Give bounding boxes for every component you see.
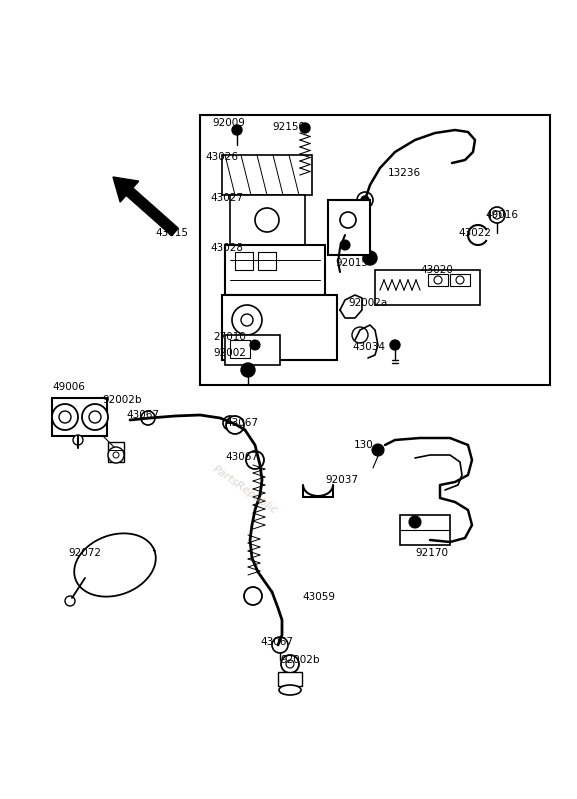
Bar — [230, 340, 250, 358]
Text: 92002: 92002 — [213, 348, 246, 358]
Circle shape — [286, 660, 294, 668]
Circle shape — [250, 340, 260, 350]
Text: 92002a: 92002a — [348, 298, 387, 308]
Circle shape — [241, 363, 255, 377]
Text: 92002b: 92002b — [102, 395, 141, 405]
Text: 49016: 49016 — [485, 210, 518, 220]
Circle shape — [340, 212, 356, 228]
Circle shape — [281, 655, 299, 673]
Text: 43027: 43027 — [210, 193, 243, 203]
Circle shape — [434, 276, 442, 284]
Text: 92072: 92072 — [68, 548, 101, 558]
Circle shape — [255, 208, 279, 232]
Circle shape — [246, 451, 264, 469]
Text: 43020: 43020 — [420, 265, 453, 275]
Circle shape — [232, 125, 242, 135]
Text: 92170: 92170 — [415, 548, 448, 558]
Ellipse shape — [279, 685, 301, 695]
Circle shape — [361, 196, 369, 204]
Circle shape — [141, 411, 155, 425]
Circle shape — [493, 211, 501, 219]
Bar — [225, 245, 325, 295]
Text: 43028: 43028 — [210, 243, 243, 253]
Bar — [235, 252, 253, 270]
Circle shape — [244, 587, 262, 605]
Text: 92002b: 92002b — [280, 655, 320, 665]
Text: 130: 130 — [354, 440, 374, 450]
Text: 49006: 49006 — [52, 382, 85, 392]
Bar — [52, 398, 107, 436]
Bar — [400, 515, 450, 545]
Text: 43067: 43067 — [126, 410, 159, 420]
Circle shape — [272, 637, 288, 653]
Bar — [200, 115, 550, 385]
Circle shape — [226, 416, 244, 434]
Text: 43022: 43022 — [458, 228, 491, 238]
Circle shape — [223, 416, 237, 430]
Bar — [230, 195, 305, 245]
Circle shape — [232, 305, 262, 335]
Bar — [225, 335, 280, 365]
Circle shape — [372, 444, 384, 456]
Bar — [278, 672, 302, 686]
Bar — [108, 442, 124, 462]
Circle shape — [456, 276, 464, 284]
Text: 92150: 92150 — [272, 122, 305, 132]
Text: 92037: 92037 — [325, 475, 358, 485]
Circle shape — [89, 411, 101, 423]
Circle shape — [108, 447, 124, 463]
Bar — [375, 270, 480, 305]
Bar — [222, 155, 312, 195]
Text: 43067: 43067 — [225, 452, 258, 462]
Text: 43015: 43015 — [155, 228, 188, 238]
Text: 43034: 43034 — [352, 342, 385, 352]
Circle shape — [241, 314, 253, 326]
Circle shape — [232, 337, 248, 353]
Circle shape — [300, 123, 310, 133]
Bar — [450, 274, 470, 286]
Bar — [428, 274, 448, 286]
Text: 92009: 92009 — [212, 118, 245, 128]
Text: 92015: 92015 — [335, 258, 368, 268]
Circle shape — [113, 452, 119, 458]
Bar — [328, 200, 370, 255]
Circle shape — [59, 411, 71, 423]
Circle shape — [73, 435, 83, 445]
Text: 43026: 43026 — [205, 152, 238, 162]
Circle shape — [52, 404, 78, 430]
Circle shape — [252, 337, 268, 353]
Circle shape — [352, 327, 368, 343]
Text: 13236: 13236 — [388, 168, 421, 178]
Circle shape — [363, 251, 377, 265]
Text: 43059: 43059 — [302, 592, 335, 602]
Circle shape — [340, 240, 350, 250]
Circle shape — [82, 404, 108, 430]
Circle shape — [409, 516, 421, 528]
Text: PartsRepublic: PartsRepublic — [211, 464, 279, 516]
FancyArrow shape — [113, 177, 178, 236]
Text: 27010: 27010 — [213, 332, 246, 342]
Text: 43067: 43067 — [260, 637, 293, 647]
Bar — [222, 295, 337, 360]
Bar — [258, 252, 276, 270]
Circle shape — [357, 192, 373, 208]
Text: 43067: 43067 — [225, 418, 258, 428]
Circle shape — [65, 596, 75, 606]
Circle shape — [390, 340, 400, 350]
Circle shape — [489, 207, 505, 223]
